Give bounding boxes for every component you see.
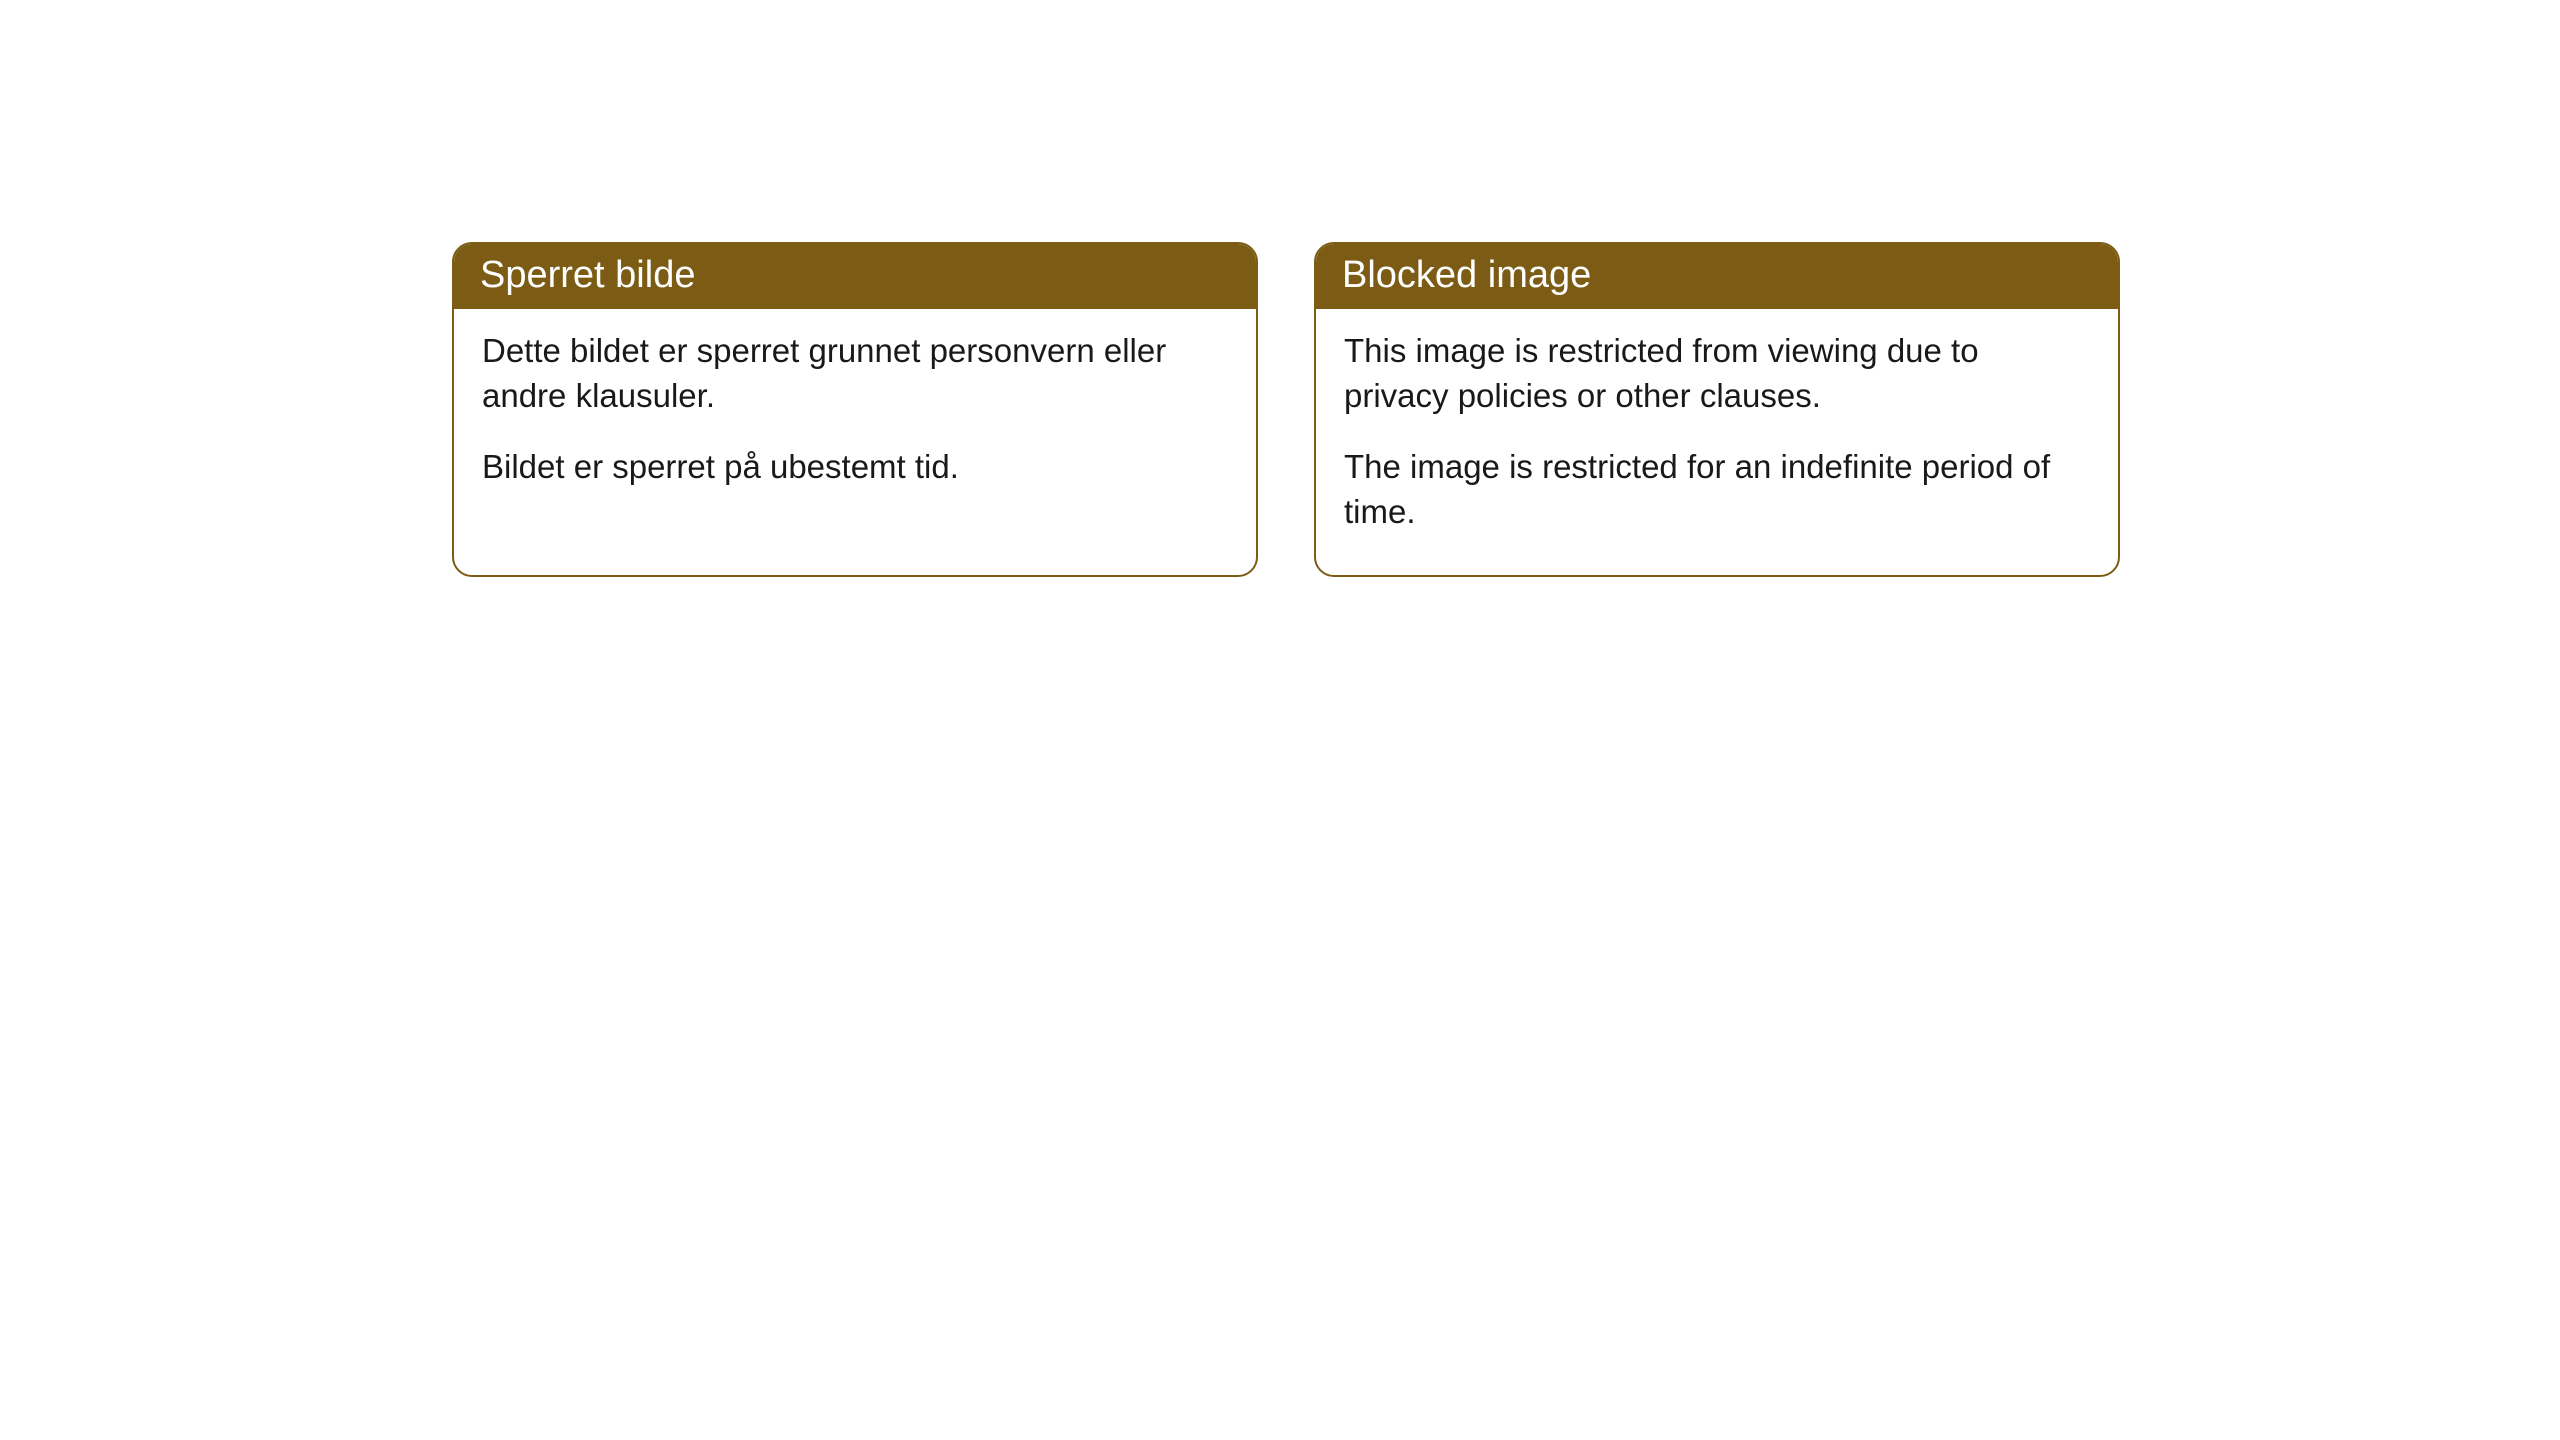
card-title: Blocked image <box>1316 244 2118 309</box>
card-para-2: The image is restricted for an indefinit… <box>1344 445 2090 535</box>
card-body: This image is restricted from viewing du… <box>1316 309 2118 575</box>
card-body: Dette bildet er sperret grunnet personve… <box>454 309 1256 530</box>
card-para-2: Bildet er sperret på ubestemt tid. <box>482 445 1228 490</box>
card-title: Sperret bilde <box>454 244 1256 309</box>
card-para-1: This image is restricted from viewing du… <box>1344 329 2090 419</box>
blocked-image-card-no: Sperret bilde Dette bildet er sperret gr… <box>452 242 1258 577</box>
blocked-image-card-en: Blocked image This image is restricted f… <box>1314 242 2120 577</box>
card-para-1: Dette bildet er sperret grunnet personve… <box>482 329 1228 419</box>
notice-cards-container: Sperret bilde Dette bildet er sperret gr… <box>0 0 2560 577</box>
